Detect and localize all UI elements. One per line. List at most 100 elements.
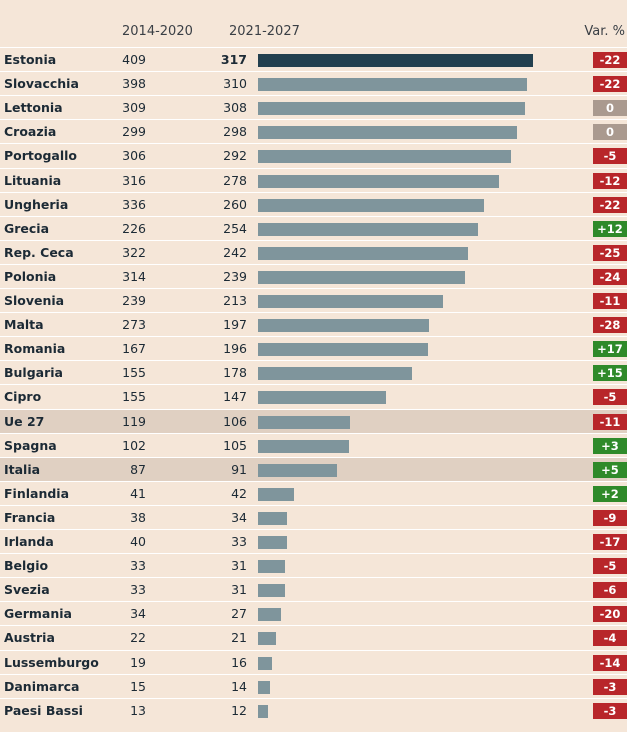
- variation-badge: -22: [593, 196, 627, 213]
- bar: [258, 54, 533, 67]
- country-label: Lettonia: [4, 100, 63, 116]
- country-label: Bulgaria: [4, 365, 63, 381]
- bar: [258, 343, 429, 357]
- variation-badge: -5: [593, 148, 627, 165]
- country-label: Francia: [4, 509, 56, 525]
- bar: [258, 704, 269, 718]
- value-2014-2020: 309: [122, 100, 146, 116]
- bar: [258, 656, 272, 670]
- variation-badge: -6: [593, 582, 627, 599]
- table-row: Bulgaria 155 178 +15: [0, 360, 627, 385]
- header-2021-2027: 2021-2027: [229, 24, 300, 39]
- table-row: Rep. Ceca 322 242 -25: [0, 239, 627, 265]
- value-2014-2020: 41: [130, 485, 146, 501]
- value-2014-2020: 314: [122, 268, 146, 284]
- table-row: Cipro 155 147 -5: [0, 384, 627, 409]
- header-var-percent: Var. %: [584, 24, 625, 39]
- variation-badge: +12: [593, 220, 627, 237]
- value-2014-2020: 226: [122, 220, 146, 236]
- variation-badge: +3: [593, 437, 627, 454]
- bar: [258, 295, 443, 308]
- value-2021-2027: 16: [231, 654, 247, 670]
- variation-badge: -17: [593, 534, 627, 550]
- value-2021-2027: 260: [223, 196, 247, 212]
- value-2021-2027: 34: [231, 509, 247, 525]
- table-row: Lituania 316 278 -12: [0, 167, 627, 193]
- country-label: Polonia: [4, 268, 57, 284]
- bar: [258, 246, 468, 260]
- bar: [258, 680, 271, 694]
- country-label: Cipro: [4, 389, 42, 405]
- country-label: Ungheria: [4, 196, 69, 212]
- value-2014-2020: 19: [130, 654, 146, 670]
- variation-badge: -28: [593, 317, 627, 334]
- bar: [258, 198, 484, 212]
- country-label: Rep. Ceca: [4, 244, 74, 260]
- value-2014-2020: 316: [122, 172, 146, 188]
- value-2021-2027: 178: [223, 365, 247, 381]
- bar: [258, 150, 512, 164]
- table-row: Malta 273 197 -28: [0, 312, 627, 337]
- bar: [258, 126, 517, 140]
- table-row: Romania 167 196 +17: [0, 336, 627, 361]
- country-label: Portogallo: [4, 148, 78, 164]
- table-row: Belgio 33 31 -5: [0, 553, 627, 578]
- table-row: Irlanda 40 33 -17: [0, 529, 627, 554]
- bar: [258, 511, 288, 525]
- value-2021-2027: 213: [223, 293, 247, 308]
- table-row: Lussemburgo 19 16 -14: [0, 649, 627, 675]
- value-2021-2027: 317: [220, 52, 247, 67]
- value-2014-2020: 15: [130, 678, 146, 694]
- variation-badge: -3: [593, 678, 627, 695]
- value-2021-2027: 106: [223, 413, 247, 429]
- bar: [258, 584, 285, 598]
- value-2014-2020: 38: [130, 509, 146, 525]
- value-2021-2027: 278: [223, 172, 247, 188]
- variation-badge: +17: [593, 341, 627, 358]
- table-row: Slovacchia 398 310 -22: [0, 71, 627, 96]
- value-2014-2020: 34: [130, 606, 146, 622]
- bar: [258, 391, 386, 405]
- table-row: Danimarca 15 14 -3: [0, 673, 627, 699]
- table-row: Grecia 226 254 +12: [0, 215, 627, 241]
- country-label: Croazia: [4, 124, 57, 140]
- country-label: Paesi Bassi: [4, 702, 83, 718]
- bar: [258, 632, 277, 646]
- value-2021-2027: 254: [223, 220, 247, 236]
- country-label: Estonia: [4, 52, 57, 67]
- value-2021-2027: 21: [231, 630, 247, 646]
- country-label: Finlandia: [4, 485, 70, 501]
- value-2014-2020: 119: [122, 413, 146, 429]
- bar: [258, 463, 337, 477]
- variation-badge: 0: [593, 124, 627, 141]
- value-2021-2027: 197: [223, 317, 247, 333]
- value-2014-2020: 33: [130, 582, 146, 598]
- table-row: Svezia 33 31 -6: [0, 577, 627, 602]
- country-label: Italia: [4, 461, 41, 477]
- value-2014-2020: 409: [122, 52, 146, 67]
- value-2021-2027: 12: [231, 702, 247, 718]
- bar: [258, 270, 466, 284]
- table-row: Austria 22 21 -4: [0, 625, 627, 650]
- header-2014-2020: 2014-2020: [122, 24, 193, 39]
- value-2014-2020: 33: [130, 558, 146, 574]
- bar: [258, 439, 350, 453]
- variation-badge: +15: [593, 365, 627, 382]
- bar: [258, 608, 282, 622]
- country-label: Romania: [4, 341, 66, 357]
- value-2021-2027: 147: [223, 389, 247, 405]
- country-label: Belgio: [4, 558, 49, 574]
- bar: [258, 367, 413, 381]
- bar: [258, 222, 479, 236]
- country-label: Danimarca: [4, 678, 80, 694]
- variation-badge: -22: [593, 52, 627, 68]
- country-label: Germania: [4, 606, 72, 622]
- value-2014-2020: 322: [122, 244, 146, 260]
- value-2014-2020: 239: [122, 293, 146, 308]
- variation-badge: -9: [593, 509, 627, 526]
- bar: [258, 319, 429, 333]
- value-2021-2027: 105: [223, 437, 247, 453]
- value-2014-2020: 167: [122, 341, 146, 357]
- variation-badge: 0: [593, 100, 627, 117]
